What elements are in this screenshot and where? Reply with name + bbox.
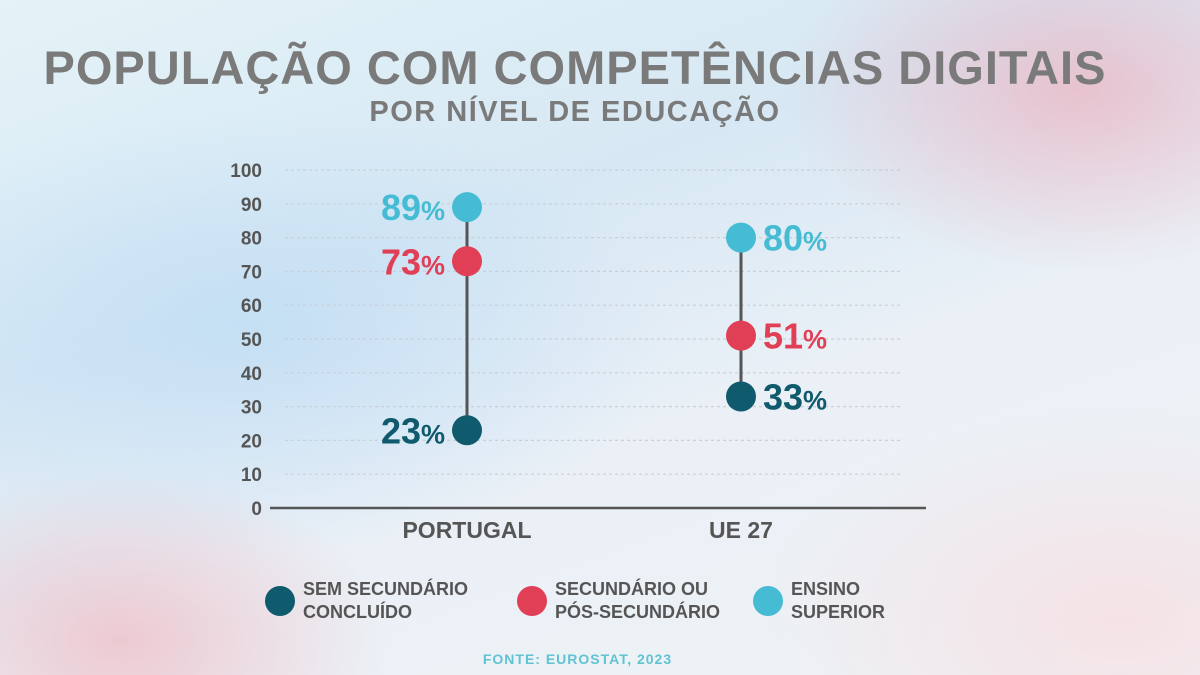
legend-label-secundario: SECUNDÁRIO OU PÓS-SECUNDÁRIO <box>555 578 755 624</box>
legend-swatch-sem-secundario <box>265 586 295 616</box>
y-tick-label: 30 <box>241 398 262 419</box>
legend-item-sem-secundario: SEM SECUNDÁRIO CONCLUÍDO <box>265 578 503 624</box>
y-tick-label: 40 <box>241 364 262 385</box>
legend-item-ensino-superior: ENSINO SUPERIOR <box>753 578 991 624</box>
y-tick-label: 100 <box>230 161 262 182</box>
x-category-label: PORTUGAL <box>402 517 531 543</box>
data-label: 33% <box>763 376 827 417</box>
legend-label-line2: SUPERIOR <box>791 602 886 622</box>
y-tick-label: 20 <box>241 431 262 452</box>
chart-title: POPULAÇÃO COM COMPETÊNCIAS DIGITAIS <box>43 41 1107 94</box>
legend-swatch-secundario <box>517 586 547 616</box>
legend-item-secundario: SECUNDÁRIO OU PÓS-SECUNDÁRIO <box>517 578 755 624</box>
y-tick-label: 50 <box>241 330 262 351</box>
legend-label-line1: SECUNDÁRIO OU <box>555 579 709 599</box>
legend-swatch-ensino-superior <box>753 586 783 616</box>
chart-subtitle: POR NÍVEL DE EDUCAÇÃO <box>369 96 781 128</box>
data-label: 51% <box>763 316 827 357</box>
data-point <box>452 192 482 223</box>
y-tick-label: 70 <box>241 262 262 283</box>
data-label: 73% <box>381 241 445 282</box>
y-tick-label: 60 <box>241 296 262 317</box>
y-tick-label: 80 <box>241 229 262 250</box>
y-tick-label: 10 <box>241 465 262 486</box>
data-label: 89% <box>381 187 445 228</box>
legend-label-sem-secundario: SEM SECUNDÁRIO CONCLUÍDO <box>303 578 503 624</box>
legend: SEM SECUNDÁRIO CONCLUÍDO SECUNDÁRIO OU P… <box>0 578 1200 638</box>
y-tick-label: 0 <box>251 499 262 520</box>
legend-label-line2: PÓS-SECUNDÁRIO <box>555 602 721 622</box>
legend-label-line1: ENSINO <box>791 579 861 599</box>
legend-label-ensino-superior: ENSINO SUPERIOR <box>791 578 991 624</box>
data-label: 23% <box>381 410 445 451</box>
source-note: FONTE: EUROSTAT, 2023 <box>482 651 673 667</box>
data-point <box>452 246 482 277</box>
legend-label-line1: SEM SECUNDÁRIO <box>303 579 469 599</box>
data-point <box>452 415 482 446</box>
x-category-label: UE 27 <box>709 517 773 543</box>
data-point <box>726 320 756 351</box>
legend-label-line2: CONCLUÍDO <box>303 602 412 622</box>
data-point <box>726 222 756 253</box>
y-tick-label: 90 <box>241 195 262 216</box>
data-label: 80% <box>763 218 827 259</box>
data-point <box>726 381 756 412</box>
